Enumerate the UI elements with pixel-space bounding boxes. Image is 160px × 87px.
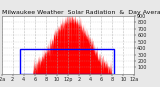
- Text: Milwaukee Weather  Solar Radiation  &  Day Average  per Minute W/m2  (Today): Milwaukee Weather Solar Radiation & Day …: [2, 10, 160, 15]
- Bar: [20, 50, 115, 74]
